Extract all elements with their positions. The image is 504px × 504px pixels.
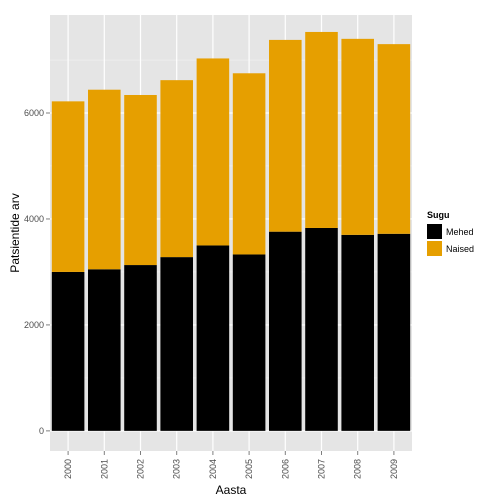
bar-mehed-2001 — [88, 269, 121, 431]
legend-swatch-naised — [427, 241, 442, 256]
y-tick-label: 0 — [39, 426, 44, 436]
bar-naised-2008 — [341, 38, 374, 235]
y-tick-label: 6000 — [24, 108, 44, 118]
bar-naised-2007 — [305, 31, 338, 228]
x-axis-title: Aasta — [216, 483, 247, 497]
y-tick-label: 4000 — [24, 214, 44, 224]
legend: Sugu Mehed Naised — [426, 210, 474, 257]
bar-naised-2001 — [88, 89, 121, 270]
x-tick-label: 2000 — [63, 459, 73, 479]
x-tick-label: 2007 — [317, 459, 327, 479]
x-tick-label: 2004 — [208, 459, 218, 479]
x-tick-label: 2005 — [244, 459, 254, 479]
legend-swatch-mehed — [427, 224, 442, 239]
legend-label-naised: Naised — [446, 244, 474, 254]
bar-mehed-2004 — [196, 245, 230, 431]
bar-mehed-2005 — [232, 254, 266, 431]
bar-mehed-2000 — [51, 271, 85, 431]
bar-mehed-2002 — [124, 265, 157, 431]
bars — [51, 31, 411, 431]
x-tick-label: 2009 — [389, 459, 399, 479]
bar-mehed-2008 — [341, 234, 374, 431]
bar-mehed-2006 — [269, 231, 302, 431]
bar-naised-2000 — [51, 101, 85, 272]
x-tick-label: 2002 — [136, 459, 146, 479]
axis-ticks: 0 2000 4000 6000 2000 2001 2002 2003 2004 2005 200… — [24, 108, 399, 479]
bar-mehed-2009 — [377, 233, 411, 431]
bar-naised-2002 — [124, 94, 157, 266]
legend-label-mehed: Mehed — [446, 227, 474, 237]
bar-naised-2004 — [196, 58, 230, 246]
y-tick-label: 2000 — [24, 320, 44, 330]
bar-mehed-2003 — [160, 257, 193, 431]
y-axis-title: Patsientide arv — [8, 193, 22, 272]
bar-naised-2003 — [160, 80, 193, 258]
x-tick-label: 2006 — [280, 459, 290, 479]
x-tick-label: 2001 — [99, 459, 109, 479]
x-tick-label: 2003 — [172, 459, 182, 479]
bar-naised-2005 — [232, 73, 266, 255]
x-tick-label: 2008 — [353, 459, 363, 479]
bar-naised-2009 — [377, 44, 411, 234]
bar-naised-2006 — [269, 39, 302, 232]
bar-mehed-2007 — [305, 227, 338, 431]
legend-title: Sugu — [427, 210, 450, 220]
